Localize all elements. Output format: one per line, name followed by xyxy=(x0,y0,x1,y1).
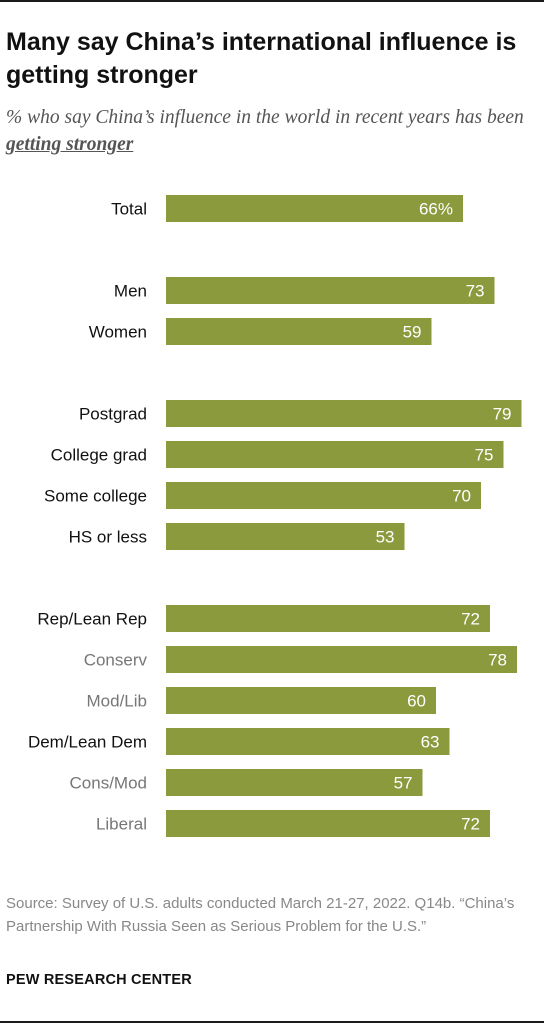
bar-postgrad xyxy=(166,400,522,427)
value-label-rep-lean-rep: 72 xyxy=(461,610,480,629)
category-label-total: Total xyxy=(111,200,147,219)
category-label-rep-lean-rep: Rep/Lean Rep xyxy=(37,610,147,629)
chart-title: Many say China’s international influence… xyxy=(6,28,517,89)
chart-subtitle: % who say China’s influence in the world… xyxy=(6,104,536,158)
source-note: Source: Survey of U.S. adults conducted … xyxy=(6,895,515,935)
bar-chart: Total 66% Men 73 Women 59 Postgrad 79 College gr… xyxy=(28,195,522,837)
category-label-some-college: Some college xyxy=(44,487,147,506)
value-label-postgrad: 79 xyxy=(493,405,512,424)
bar-conserv xyxy=(166,646,517,673)
value-label-total: 66% xyxy=(419,200,453,219)
bar-mod-lib xyxy=(166,687,436,714)
credit-line: PEW RESEARCH CENTER xyxy=(6,972,192,988)
value-label-liberal: 72 xyxy=(461,815,480,834)
value-label-some-college: 70 xyxy=(452,487,471,506)
value-label-cons-mod: 57 xyxy=(394,774,413,793)
bar-women xyxy=(166,318,432,345)
bar-men xyxy=(166,277,495,304)
category-label-postgrad: Postgrad xyxy=(79,405,147,424)
bar-some-college xyxy=(166,482,481,509)
category-label-liberal: Liberal xyxy=(96,815,147,834)
category-label-conserv: Conserv xyxy=(84,651,148,670)
category-label-women: Women xyxy=(89,323,147,342)
category-label-hs-or-less: HS or less xyxy=(69,528,147,547)
bar-rep-lean-rep xyxy=(166,605,490,632)
category-label-cons-mod: Cons/Mod xyxy=(70,774,147,793)
bar-hs-or-less xyxy=(166,523,405,550)
category-label-college-grad: College grad xyxy=(51,446,147,465)
bar-total xyxy=(166,195,463,222)
category-label-mod-lib: Mod/Lib xyxy=(87,692,147,711)
bar-liberal xyxy=(166,810,490,837)
subtitle-text: % who say China’s influence in the world… xyxy=(6,107,524,128)
top-rule xyxy=(0,0,544,2)
value-label-dem-lean-dem: 63 xyxy=(421,733,440,752)
value-label-mod-lib: 60 xyxy=(407,692,426,711)
bottom-rule xyxy=(0,1021,544,1023)
category-label-dem-lean-dem: Dem/Lean Dem xyxy=(28,733,147,752)
value-label-hs-or-less: 53 xyxy=(376,528,395,547)
value-label-men: 73 xyxy=(466,282,485,301)
bar-dem-lean-dem xyxy=(166,728,450,755)
value-label-college-grad: 75 xyxy=(475,446,494,465)
value-label-women: 59 xyxy=(403,323,422,342)
value-label-conserv: 78 xyxy=(488,651,507,670)
bar-cons-mod xyxy=(166,769,423,796)
category-label-men: Men xyxy=(114,282,147,301)
subtitle-emphasis: getting stronger xyxy=(6,134,134,155)
bar-college-grad xyxy=(166,441,504,468)
